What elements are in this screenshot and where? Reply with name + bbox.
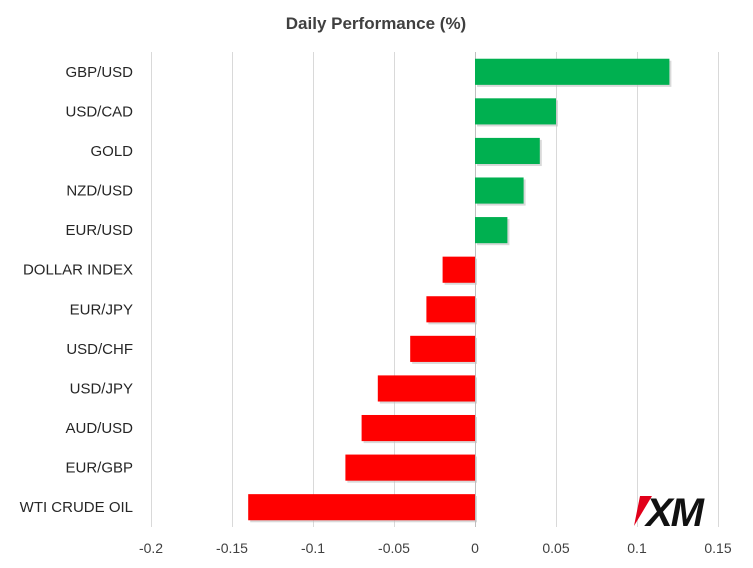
- chart-title: Daily Performance (%): [286, 14, 466, 33]
- category-label: GOLD: [90, 143, 133, 160]
- gridlines: [151, 52, 719, 527]
- bar-usd-chf: [410, 335, 475, 362]
- x-tick-label: -0.2: [139, 540, 163, 556]
- logo-text: XM: [644, 491, 706, 535]
- category-label: DOLLAR INDEX: [23, 262, 133, 279]
- bar-eur-gbp: [345, 454, 475, 481]
- category-label: USD/CAD: [65, 103, 133, 120]
- xm-logo: XM: [634, 491, 708, 535]
- category-label: USD/JPY: [70, 380, 133, 397]
- x-tick-label: -0.05: [378, 540, 410, 556]
- category-label: WTI CRUDE OIL: [20, 499, 133, 516]
- bar-usd-cad: [475, 98, 556, 125]
- x-axis-tick-labels: -0.2 -0.15 -0.1 -0.05 0 0.05 0.1 0.15: [139, 540, 732, 556]
- bar-aud-usd: [361, 414, 475, 442]
- bar-dollar-index: [442, 256, 475, 283]
- category-label: GBP/USD: [65, 64, 133, 81]
- x-tick-label: 0.05: [542, 540, 569, 556]
- category-label: NZD/USD: [66, 183, 133, 200]
- category-label: EUR/USD: [65, 222, 133, 239]
- bar-gbp-usd: [475, 58, 670, 85]
- bar-eur-usd: [475, 217, 508, 244]
- bar-nzd-usd: [475, 177, 524, 204]
- category-label: USD/CHF: [66, 341, 133, 358]
- x-tick-label: 0.1: [627, 540, 647, 556]
- logo-accent-shape: [634, 496, 652, 526]
- x-tick-label: 0: [471, 540, 479, 556]
- category-label: EUR/JPY: [70, 301, 133, 318]
- bar-eur-jpy: [426, 296, 475, 323]
- bar-usd-jpy: [377, 375, 475, 402]
- x-tick-label: -0.1: [301, 540, 325, 556]
- bar-wti-crude-oil: [248, 494, 475, 521]
- x-tick-label: 0.15: [704, 540, 731, 556]
- category-label: AUD/USD: [65, 420, 133, 437]
- bar-gold: [475, 137, 540, 165]
- category-labels: GBP/USD USD/CAD GOLD NZD/USD EUR/USD DOLLAR I…: [20, 64, 134, 516]
- x-tick-label: -0.15: [216, 540, 248, 556]
- bars: [248, 58, 672, 523]
- category-label: EUR/GBP: [65, 460, 133, 477]
